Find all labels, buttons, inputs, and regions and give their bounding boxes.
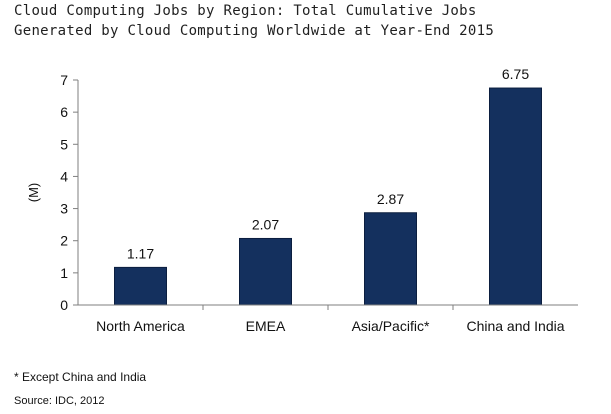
bar-value-label: 2.87 bbox=[377, 191, 404, 207]
x-category-label: Asia/Pacific* bbox=[352, 318, 430, 334]
y-tick-label: 1 bbox=[60, 265, 68, 281]
y-tick-label: 5 bbox=[60, 136, 68, 152]
bars bbox=[114, 87, 542, 306]
y-tick-label: 7 bbox=[60, 72, 68, 88]
y-axis-label: (M) bbox=[26, 183, 41, 203]
bar-value-label: 6.75 bbox=[502, 66, 529, 82]
chart-title-line-2: Generated by Cloud Computing Worldwide a… bbox=[14, 23, 495, 39]
y-tick-label: 6 bbox=[60, 104, 68, 120]
bar bbox=[489, 87, 542, 306]
x-axis-labels: North America EMEA Asia/Pacific* China and … bbox=[96, 305, 565, 334]
y-tick-label: 0 bbox=[60, 297, 68, 313]
bar-chart: 0 1 2 3 4 5 6 7 1.17 2.07 2.87 6.75 North America E… bbox=[26, 66, 578, 334]
bar bbox=[364, 212, 417, 306]
chart-title-line-1: Cloud Computing Jobs by Region: Total Cu… bbox=[14, 3, 477, 19]
bar-value-label: 2.07 bbox=[252, 216, 279, 232]
footnote: * Except China and India bbox=[14, 370, 147, 384]
x-category-label: EMEA bbox=[246, 318, 286, 334]
y-tick-label: 2 bbox=[60, 233, 68, 249]
y-tick-label: 3 bbox=[60, 201, 68, 217]
bar bbox=[114, 266, 167, 306]
bar bbox=[239, 237, 292, 306]
source-note: Source: IDC, 2012 bbox=[14, 395, 105, 407]
y-tick-label: 4 bbox=[60, 168, 68, 184]
x-category-label: China and India bbox=[466, 318, 564, 334]
y-axis-ticks: 0 1 2 3 4 5 6 7 bbox=[60, 72, 78, 313]
value-labels: 1.17 2.07 2.87 6.75 bbox=[127, 66, 529, 261]
bar-value-label: 1.17 bbox=[127, 245, 154, 261]
x-category-label: North America bbox=[96, 318, 185, 334]
